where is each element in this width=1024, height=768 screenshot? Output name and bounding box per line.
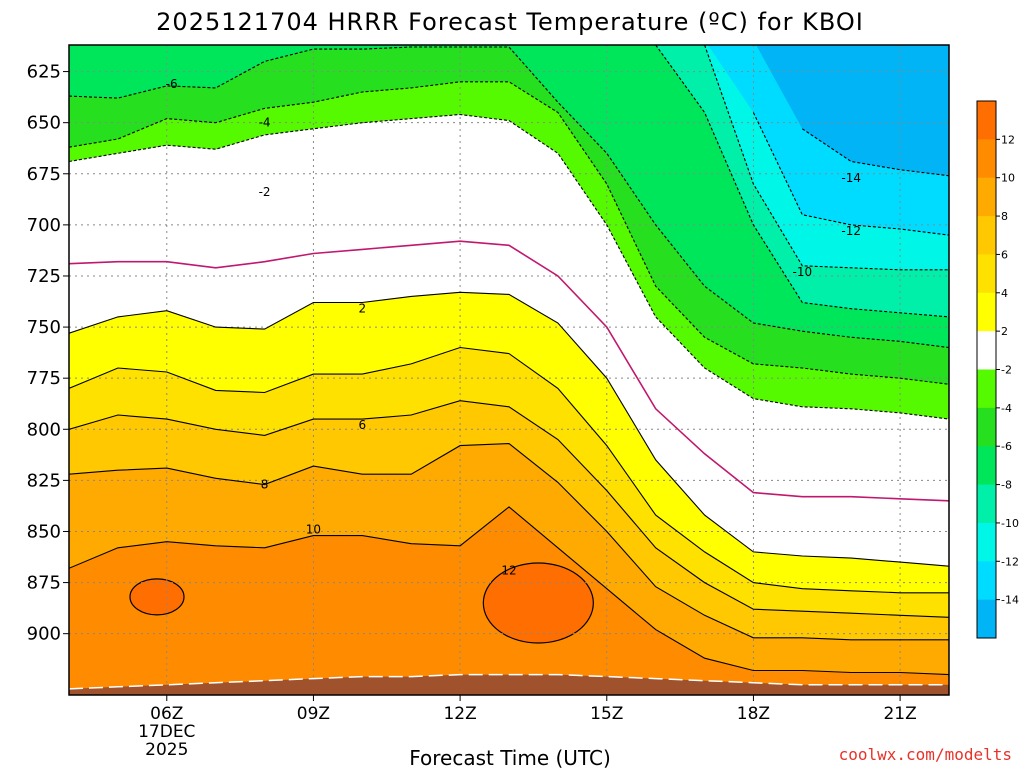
x-axis-label: Forecast Time (UTC) bbox=[409, 746, 611, 768]
closed-12-contour bbox=[129, 578, 185, 616]
colorbar-tick-label: -6 bbox=[1001, 440, 1012, 453]
colorbar-swatch bbox=[977, 216, 996, 255]
y-tick-label: 775 bbox=[27, 368, 61, 389]
y-tick-label: 875 bbox=[27, 573, 61, 594]
contour-label: 6 bbox=[359, 418, 367, 432]
x-tick-label: 12Z bbox=[443, 704, 476, 724]
y-tick-label: 825 bbox=[27, 470, 61, 491]
colorbar-swatch bbox=[977, 331, 996, 370]
y-tick-label: 850 bbox=[27, 521, 61, 542]
contour-label: 10 bbox=[306, 522, 321, 536]
grid-lines bbox=[69, 45, 949, 695]
colorbar-tick-label: -10 bbox=[1001, 517, 1019, 530]
y-tick-label: 650 bbox=[27, 113, 61, 134]
colorbar-swatch bbox=[977, 561, 996, 601]
colorbar-swatch bbox=[977, 484, 996, 524]
contour-labels: -6 -4 -2 2 6 8 10 12 -10 -12 -14 bbox=[166, 77, 861, 577]
y-tick-label: 675 bbox=[27, 164, 61, 185]
x-date-label: 2025 bbox=[145, 740, 188, 760]
temperature-fill-bands bbox=[69, 45, 949, 695]
y-tick-label: 625 bbox=[27, 62, 61, 83]
isotherm-6 bbox=[69, 400, 949, 618]
colorbar-tick-label: 8 bbox=[1001, 210, 1008, 223]
isotherm-8 bbox=[69, 443, 949, 641]
colorbar-tick-label: -14 bbox=[1001, 594, 1019, 607]
x-tick-label: 06Z bbox=[150, 704, 183, 724]
colorbar-legend: 12 10 8 6 4 2 -2 -4 -6 -8 -10 -12 -14 bbox=[976, 100, 1019, 639]
contour-label: 8 bbox=[261, 477, 269, 491]
isotherm--8 bbox=[655, 45, 949, 318]
y-axis: 625 650 675 700 725 750 775 800 825 850 875 900 bbox=[27, 62, 69, 645]
contour-label: -2 bbox=[259, 185, 271, 199]
y-tick-label: 750 bbox=[27, 317, 61, 338]
x-tick-label: 15Z bbox=[590, 704, 623, 724]
colorbar-swatch bbox=[977, 599, 996, 639]
colorbar-tick-label: -2 bbox=[1001, 364, 1012, 377]
isotherm-10 bbox=[69, 506, 949, 676]
colorbar-tick-label: -4 bbox=[1001, 402, 1012, 415]
isotherm-0 bbox=[69, 240, 949, 502]
contour-label: -4 bbox=[259, 116, 271, 130]
contour-label: 12 bbox=[501, 563, 516, 577]
contour-label: -14 bbox=[841, 171, 861, 185]
colorbar-swatch bbox=[977, 139, 996, 179]
contour-label: -12 bbox=[841, 224, 861, 238]
isotherm--12 bbox=[752, 112, 949, 236]
isotherm--6 bbox=[69, 46, 949, 349]
isotherm-4 bbox=[69, 346, 949, 594]
closed-12-contour bbox=[482, 562, 594, 644]
y-tick-label: 725 bbox=[27, 266, 61, 287]
colorbar-swatch bbox=[977, 101, 996, 140]
terrain bbox=[69, 673, 949, 695]
contour-label: -10 bbox=[793, 265, 813, 279]
isotherm-2 bbox=[69, 291, 949, 567]
colorbar-tick-label: 12 bbox=[1001, 133, 1015, 146]
contour-label: -6 bbox=[166, 77, 178, 91]
chart-title: 2025121704 HRRR Forecast Temperature (ºC… bbox=[156, 8, 864, 36]
x-tick-label: 21Z bbox=[883, 704, 916, 724]
contour-label: 2 bbox=[359, 302, 367, 316]
colorbar-swatch bbox=[977, 177, 996, 217]
y-tick-label: 700 bbox=[27, 215, 61, 236]
colorbar-tick-label: 6 bbox=[1001, 248, 1008, 261]
isotherm-lines bbox=[69, 45, 949, 676]
colorbar-tick-label: 10 bbox=[1001, 172, 1015, 185]
colorbar-tick-label: 2 bbox=[1001, 325, 1008, 338]
colorbar-swatch bbox=[977, 292, 996, 332]
y-tick-label: 800 bbox=[27, 419, 61, 440]
colorbar-tick-label: -12 bbox=[1001, 555, 1019, 568]
colorbar-tick-label: -8 bbox=[1001, 479, 1012, 492]
y-tick-label: 900 bbox=[27, 624, 61, 645]
isotherm--4 bbox=[69, 81, 949, 385]
colorbar-swatch bbox=[977, 522, 996, 562]
isotherm--10 bbox=[704, 45, 949, 271]
colorbar-tick-label: 4 bbox=[1001, 287, 1008, 300]
plot-frame bbox=[68, 44, 950, 696]
x-tick-label: 18Z bbox=[737, 704, 770, 724]
isotherm--2 bbox=[69, 113, 949, 420]
x-date-label: 17DEC bbox=[138, 722, 195, 742]
colorbar-swatch bbox=[977, 407, 996, 447]
colorbar-swatch bbox=[977, 446, 996, 486]
credit-link[interactable]: coolwx.com/modelts bbox=[839, 745, 1012, 764]
terrain-edge bbox=[69, 673, 949, 690]
x-tick-label: 09Z bbox=[297, 704, 330, 724]
colorbar-swatch bbox=[977, 369, 996, 409]
colorbar-swatch bbox=[977, 254, 996, 294]
